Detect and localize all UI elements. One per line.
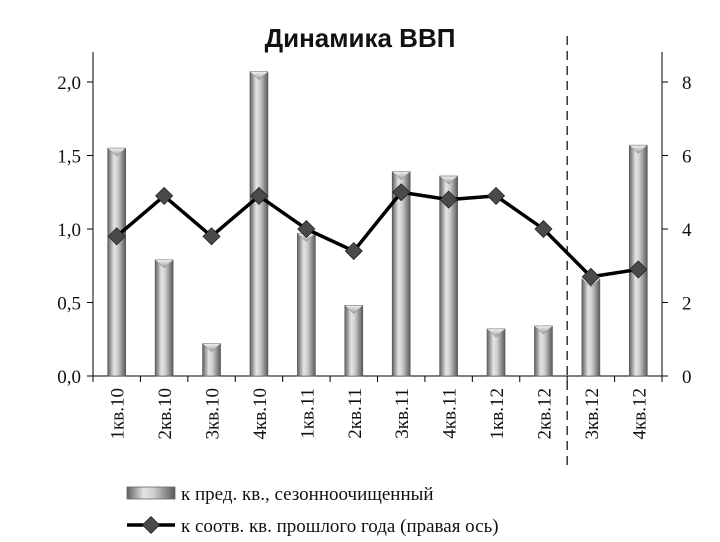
bar-top — [439, 175, 459, 185]
bar-top — [249, 71, 269, 80]
bar — [154, 259, 174, 377]
left-tick-label: 0,5 — [57, 294, 81, 315]
line-point — [249, 186, 269, 205]
bar-top — [628, 145, 648, 154]
line-point — [486, 186, 506, 205]
x-tick-label: 1кв.12 — [487, 388, 508, 439]
bar-top — [391, 171, 411, 180]
bar-top — [533, 325, 553, 335]
x-tick-label: 1кв.11 — [297, 388, 318, 439]
right-tick-label: 2 — [682, 294, 692, 315]
left-tick-label: 1,0 — [57, 220, 81, 241]
legend-bar-swatch — [126, 486, 176, 500]
x-tick-label: 4кв.10 — [250, 388, 271, 439]
bar — [107, 147, 127, 377]
axes: 0,0 0,5 1,0 1,5 2,0 0 2 4 6 8 — [57, 36, 692, 470]
x-tick-label: 4кв.12 — [629, 388, 650, 439]
bar-top — [154, 259, 174, 269]
x-tick-labels: 1кв.10 2кв.10 3кв.10 4кв.10 1кв.11 2кв.11 3кв.… — [108, 388, 651, 439]
line-point — [202, 227, 221, 246]
bar — [249, 71, 269, 377]
legend-line-marker — [141, 515, 161, 535]
line-point — [439, 190, 458, 209]
x-tick-label: 2кв.10 — [155, 388, 176, 439]
line-point — [534, 219, 553, 239]
line-series — [107, 183, 648, 286]
left-tick-label: 2,0 — [57, 73, 81, 94]
line-point — [392, 183, 411, 202]
left-tick-label: 1,5 — [57, 147, 81, 168]
legend: к пред. кв., сезонноочищенный к соотв. к… — [126, 484, 499, 537]
line-point — [581, 267, 600, 286]
chart-title: Динамика ВВП — [265, 23, 456, 53]
x-tick-label: 4кв.11 — [440, 388, 461, 439]
bar — [581, 278, 601, 377]
line-point — [629, 260, 648, 279]
right-tick-label: 6 — [682, 147, 692, 168]
x-tick-label: 1кв.10 — [108, 388, 129, 439]
left-tick-label: 0,0 — [57, 367, 81, 388]
legend-line-label: к соотв. кв. прошлого года (правая ось) — [181, 516, 499, 537]
line-point — [297, 219, 316, 239]
bar — [297, 233, 316, 377]
bar-top — [107, 147, 127, 157]
legend-bar-label: к пред. кв., сезонноочищенный — [181, 484, 434, 505]
right-tick-label: 8 — [682, 73, 692, 94]
line-point — [107, 227, 126, 246]
bar — [344, 305, 364, 377]
bar-top — [202, 343, 222, 352]
right-tick-label: 4 — [682, 220, 692, 241]
x-tick-label: 3кв.10 — [203, 388, 224, 439]
line-path — [115, 190, 639, 279]
x-tick-label: 2кв.12 — [534, 388, 555, 439]
x-tick-label: 3кв.12 — [582, 388, 603, 439]
x-tick-label: 2кв.11 — [345, 388, 366, 439]
right-tick-label: 0 — [682, 367, 692, 388]
bar-top — [486, 328, 506, 338]
x-tick-label: 3кв.11 — [392, 388, 413, 439]
line-point — [155, 186, 174, 205]
bar-top — [344, 305, 364, 314]
line-point — [344, 241, 363, 261]
